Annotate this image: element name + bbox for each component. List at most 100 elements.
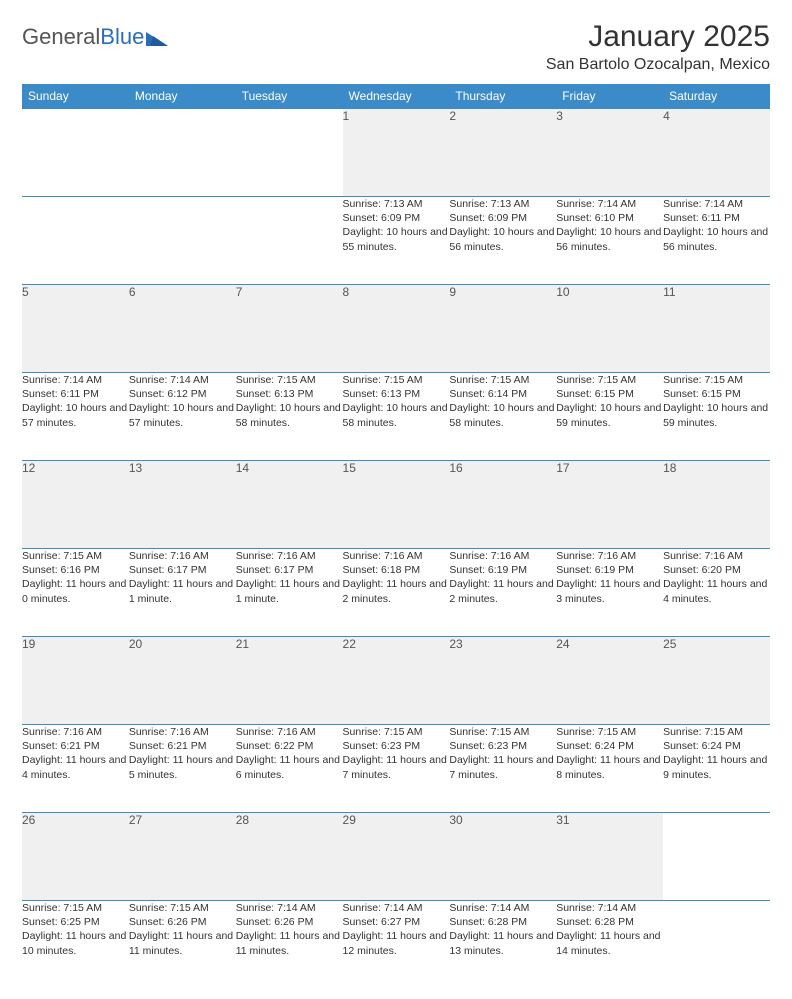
day-number: 11 <box>663 285 770 373</box>
sunset-text: Sunset: 6:13 PM <box>236 387 343 401</box>
sunrise-text: Sunrise: 7:16 AM <box>343 549 450 563</box>
day-number: 26 <box>22 813 129 901</box>
sunset-text: Sunset: 6:09 PM <box>449 211 556 225</box>
sunrise-text: Sunrise: 7:14 AM <box>343 901 450 915</box>
sunrise-text: Sunrise: 7:15 AM <box>556 373 663 387</box>
day-data-row: Sunrise: 7:13 AMSunset: 6:09 PMDaylight:… <box>22 197 770 285</box>
day-number: 21 <box>236 637 343 725</box>
day-cell <box>22 197 129 285</box>
sunset-text: Sunset: 6:24 PM <box>556 739 663 753</box>
day-cell: Sunrise: 7:15 AMSunset: 6:13 PMDaylight:… <box>343 373 450 461</box>
day-cell: Sunrise: 7:14 AMSunset: 6:28 PMDaylight:… <box>449 901 556 989</box>
daylight-text: Daylight: 10 hours and 56 minutes. <box>663 225 770 253</box>
sunset-text: Sunset: 6:15 PM <box>663 387 770 401</box>
daylight-text: Daylight: 10 hours and 58 minutes. <box>449 401 556 429</box>
calendar-page: GeneralBlue January 2025 San Bartolo Ozo… <box>0 0 792 999</box>
daylight-text: Daylight: 10 hours and 58 minutes. <box>236 401 343 429</box>
sunset-text: Sunset: 6:20 PM <box>663 563 770 577</box>
sunrise-text: Sunrise: 7:14 AM <box>556 901 663 915</box>
day-number: 19 <box>22 637 129 725</box>
daylight-text: Daylight: 11 hours and 8 minutes. <box>556 753 663 781</box>
day-number: 14 <box>236 461 343 549</box>
sunset-text: Sunset: 6:11 PM <box>22 387 129 401</box>
day-cell: Sunrise: 7:16 AMSunset: 6:21 PMDaylight:… <box>22 725 129 813</box>
sunrise-text: Sunrise: 7:14 AM <box>556 197 663 211</box>
day-cell: Sunrise: 7:16 AMSunset: 6:17 PMDaylight:… <box>236 549 343 637</box>
day-cell: Sunrise: 7:16 AMSunset: 6:17 PMDaylight:… <box>129 549 236 637</box>
title-block: January 2025 San Bartolo Ozocalpan, Mexi… <box>546 20 770 74</box>
day-number-row: 12131415161718 <box>22 461 770 549</box>
day-cell: Sunrise: 7:15 AMSunset: 6:13 PMDaylight:… <box>236 373 343 461</box>
day-number: 3 <box>556 109 663 197</box>
logo-word2: Blue <box>100 24 144 49</box>
sunrise-text: Sunrise: 7:14 AM <box>236 901 343 915</box>
sunset-text: Sunset: 6:25 PM <box>22 915 129 929</box>
day-number: 18 <box>663 461 770 549</box>
day-number: 7 <box>236 285 343 373</box>
daylight-text: Daylight: 11 hours and 7 minutes. <box>449 753 556 781</box>
sunset-text: Sunset: 6:17 PM <box>236 563 343 577</box>
daylight-text: Daylight: 11 hours and 14 minutes. <box>556 929 663 957</box>
day-cell: Sunrise: 7:14 AMSunset: 6:11 PMDaylight:… <box>663 197 770 285</box>
sunset-text: Sunset: 6:09 PM <box>343 211 450 225</box>
weekday-header: Thursday <box>449 84 556 109</box>
day-cell: Sunrise: 7:15 AMSunset: 6:25 PMDaylight:… <box>22 901 129 989</box>
calendar-body: 1234Sunrise: 7:13 AMSunset: 6:09 PMDayli… <box>22 109 770 989</box>
daylight-text: Daylight: 10 hours and 56 minutes. <box>556 225 663 253</box>
day-data-row: Sunrise: 7:15 AMSunset: 6:25 PMDaylight:… <box>22 901 770 989</box>
sunrise-text: Sunrise: 7:16 AM <box>663 549 770 563</box>
day-cell <box>663 901 770 989</box>
sunset-text: Sunset: 6:14 PM <box>449 387 556 401</box>
day-cell: Sunrise: 7:15 AMSunset: 6:15 PMDaylight:… <box>556 373 663 461</box>
sunrise-text: Sunrise: 7:15 AM <box>556 725 663 739</box>
day-cell: Sunrise: 7:15 AMSunset: 6:15 PMDaylight:… <box>663 373 770 461</box>
sunset-text: Sunset: 6:24 PM <box>663 739 770 753</box>
day-cell: Sunrise: 7:16 AMSunset: 6:21 PMDaylight:… <box>129 725 236 813</box>
calendar-table: SundayMondayTuesdayWednesdayThursdayFrid… <box>22 84 770 989</box>
sunrise-text: Sunrise: 7:14 AM <box>129 373 236 387</box>
sunset-text: Sunset: 6:19 PM <box>449 563 556 577</box>
day-cell: Sunrise: 7:13 AMSunset: 6:09 PMDaylight:… <box>449 197 556 285</box>
day-number: 17 <box>556 461 663 549</box>
day-number: 31 <box>556 813 663 901</box>
day-cell: Sunrise: 7:15 AMSunset: 6:26 PMDaylight:… <box>129 901 236 989</box>
day-cell: Sunrise: 7:15 AMSunset: 6:16 PMDaylight:… <box>22 549 129 637</box>
day-cell <box>236 197 343 285</box>
sunrise-text: Sunrise: 7:14 AM <box>663 197 770 211</box>
daylight-text: Daylight: 11 hours and 4 minutes. <box>663 577 770 605</box>
day-number-row: 567891011 <box>22 285 770 373</box>
day-cell: Sunrise: 7:15 AMSunset: 6:14 PMDaylight:… <box>449 373 556 461</box>
sunset-text: Sunset: 6:11 PM <box>663 211 770 225</box>
day-number: 12 <box>22 461 129 549</box>
sunset-text: Sunset: 6:19 PM <box>556 563 663 577</box>
daylight-text: Daylight: 10 hours and 57 minutes. <box>129 401 236 429</box>
day-number: 16 <box>449 461 556 549</box>
sunrise-text: Sunrise: 7:15 AM <box>236 373 343 387</box>
day-number <box>22 109 129 197</box>
sunrise-text: Sunrise: 7:15 AM <box>22 549 129 563</box>
weekday-header: Monday <box>129 84 236 109</box>
sunset-text: Sunset: 6:12 PM <box>129 387 236 401</box>
sunset-text: Sunset: 6:13 PM <box>343 387 450 401</box>
logo: GeneralBlue <box>22 24 168 50</box>
sunrise-text: Sunrise: 7:16 AM <box>236 549 343 563</box>
day-number: 2 <box>449 109 556 197</box>
day-number: 13 <box>129 461 236 549</box>
day-number: 28 <box>236 813 343 901</box>
sunrise-text: Sunrise: 7:15 AM <box>343 725 450 739</box>
sunrise-text: Sunrise: 7:15 AM <box>449 725 556 739</box>
day-number-row: 262728293031 <box>22 813 770 901</box>
sunrise-text: Sunrise: 7:13 AM <box>449 197 556 211</box>
weekday-header: Sunday <box>22 84 129 109</box>
sunset-text: Sunset: 6:26 PM <box>236 915 343 929</box>
day-cell: Sunrise: 7:15 AMSunset: 6:24 PMDaylight:… <box>663 725 770 813</box>
day-number-row: 19202122232425 <box>22 637 770 725</box>
day-number-row: 1234 <box>22 109 770 197</box>
logo-word1: General <box>22 24 100 49</box>
sunset-text: Sunset: 6:21 PM <box>129 739 236 753</box>
daylight-text: Daylight: 11 hours and 1 minute. <box>236 577 343 605</box>
day-cell: Sunrise: 7:14 AMSunset: 6:12 PMDaylight:… <box>129 373 236 461</box>
day-cell: Sunrise: 7:16 AMSunset: 6:19 PMDaylight:… <box>449 549 556 637</box>
sunset-text: Sunset: 6:21 PM <box>22 739 129 753</box>
day-number: 25 <box>663 637 770 725</box>
